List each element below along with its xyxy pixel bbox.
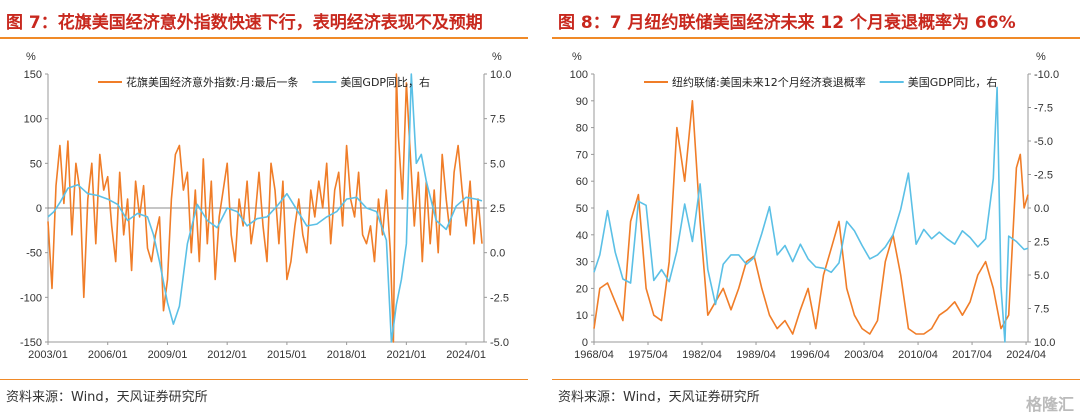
left-tick-label: 0: [582, 337, 588, 349]
series-line-1: [47, 73, 483, 343]
right-tick-label: -7.5: [1034, 103, 1053, 115]
x-tick-label: 2003/01: [28, 349, 68, 360]
right-tick-label: -2.5: [490, 292, 509, 304]
left-tick-label: -100: [20, 292, 42, 304]
right-tick-label: -5.0: [490, 337, 509, 349]
x-tick-label: 1996/04: [790, 349, 830, 360]
x-tick-label: 2012/01: [207, 349, 247, 360]
right-tick-label: 5.0: [490, 158, 505, 170]
right-tick-label: 7.5: [1034, 304, 1049, 316]
series-line-0: [593, 99, 1029, 335]
left-tick-label: -50: [26, 248, 42, 260]
right-tick-label: -2.5: [1034, 170, 1053, 182]
x-tick-label: 2006/01: [88, 349, 128, 360]
right-tick-label: 7.5: [490, 114, 505, 126]
left-tick-label: 50: [576, 203, 588, 215]
chart-panel-citi-surprise: 图 7：花旗美国经济意外指数快速下行，表明经济表现不及预期 %% 150 100 50…: [0, 0, 528, 417]
source-note: 资料来源：Wind，天风证券研究所: [6, 390, 208, 405]
left-tick-label: -150: [20, 337, 42, 349]
left-tick-label: 50: [30, 158, 42, 170]
x-tick-label: 2024/01: [446, 349, 486, 360]
right-tick-label: 2.5: [1034, 237, 1049, 249]
legend-label-0: 纽约联储:美国未来12个月经济衰退概率: [672, 75, 866, 89]
x-tick-label: 1968/04: [574, 349, 614, 360]
right-tick-label: 0.0: [490, 248, 505, 260]
right-tick-label: 5.0: [1034, 270, 1049, 282]
x-tick-label: 2024/04: [1006, 349, 1046, 360]
left-tick-label: 20: [576, 283, 588, 295]
left-tick-label: 100: [24, 114, 42, 126]
left-tick-label: 90: [576, 96, 588, 108]
title-divider: [0, 37, 528, 39]
legend-label-0: 花旗美国经济意外指数:月:最后一条: [126, 75, 298, 89]
x-tick-label: 1982/04: [682, 349, 722, 360]
chart-panel-recession-probability: 图 8：7 月纽约联储美国经济未来 12 个月衰退概率为 66% %% 100 90…: [552, 0, 1080, 417]
right-tick-label: 10.0: [1034, 337, 1055, 349]
right-tick-label: 10.0: [490, 69, 511, 81]
right-tick-label: 0.0: [1034, 203, 1049, 215]
panel-title: 图 7：花旗美国经济意外指数快速下行，表明经济表现不及预期: [6, 13, 483, 33]
right-axis-unit: %: [1036, 51, 1046, 63]
left-tick-label: 0: [36, 203, 42, 215]
left-tick-label: 60: [576, 176, 588, 188]
right-tick-label: -5.0: [1034, 136, 1053, 148]
x-tick-label: 2021/01: [386, 349, 426, 360]
left-tick-label: 80: [576, 123, 588, 135]
x-tick-label: 2015/01: [267, 349, 307, 360]
source-divider: [0, 379, 528, 380]
legend-label-1: 美国GDP同比，右: [340, 75, 430, 89]
left-axis-unit: %: [572, 51, 582, 63]
watermark-logo: 格隆汇: [1025, 395, 1074, 414]
right-axis-unit: %: [492, 51, 502, 63]
left-tick-label: 70: [576, 149, 588, 161]
source-note: 资料来源：Wind，天风证券研究所: [558, 390, 760, 405]
x-tick-label: 2017/04: [952, 349, 992, 360]
left-axis-unit: %: [26, 51, 36, 63]
x-tick-label: 2009/01: [148, 349, 188, 360]
source-divider: [552, 379, 1080, 380]
x-tick-label: 2018/01: [327, 349, 367, 360]
x-tick-label: 2003/04: [844, 349, 884, 360]
left-tick-label: 30: [576, 257, 588, 269]
right-tick-label: -10.0: [1034, 69, 1059, 81]
panel-title: 图 8：7 月纽约联储美国经济未来 12 个月衰退概率为 66%: [558, 13, 1016, 33]
left-tick-label: 40: [576, 230, 588, 242]
chart-citi-surprise-vs-gdp: % % 150 100 50 0 -50 -100 -150 10.0 7.5 5.0 2.5 0.0 -2…: [20, 51, 511, 360]
left-tick-label: 150: [24, 69, 42, 81]
title-divider: [552, 37, 1080, 39]
right-tick-label: 2.5: [490, 203, 505, 215]
x-tick-label: 1989/04: [736, 349, 776, 360]
x-tick-label: 2010/04: [898, 349, 938, 360]
left-tick-label: 100: [570, 69, 588, 81]
legend-label-1: 美国GDP同比，右: [908, 75, 998, 89]
left-tick-label: 10: [576, 310, 588, 322]
series-line-1: [593, 86, 1029, 343]
x-tick-label: 1975/04: [628, 349, 668, 360]
chart-recession-probability-vs-gdp: % %1009080706050403020100-10.0-7.5-5.0-2.…: [570, 51, 1059, 360]
